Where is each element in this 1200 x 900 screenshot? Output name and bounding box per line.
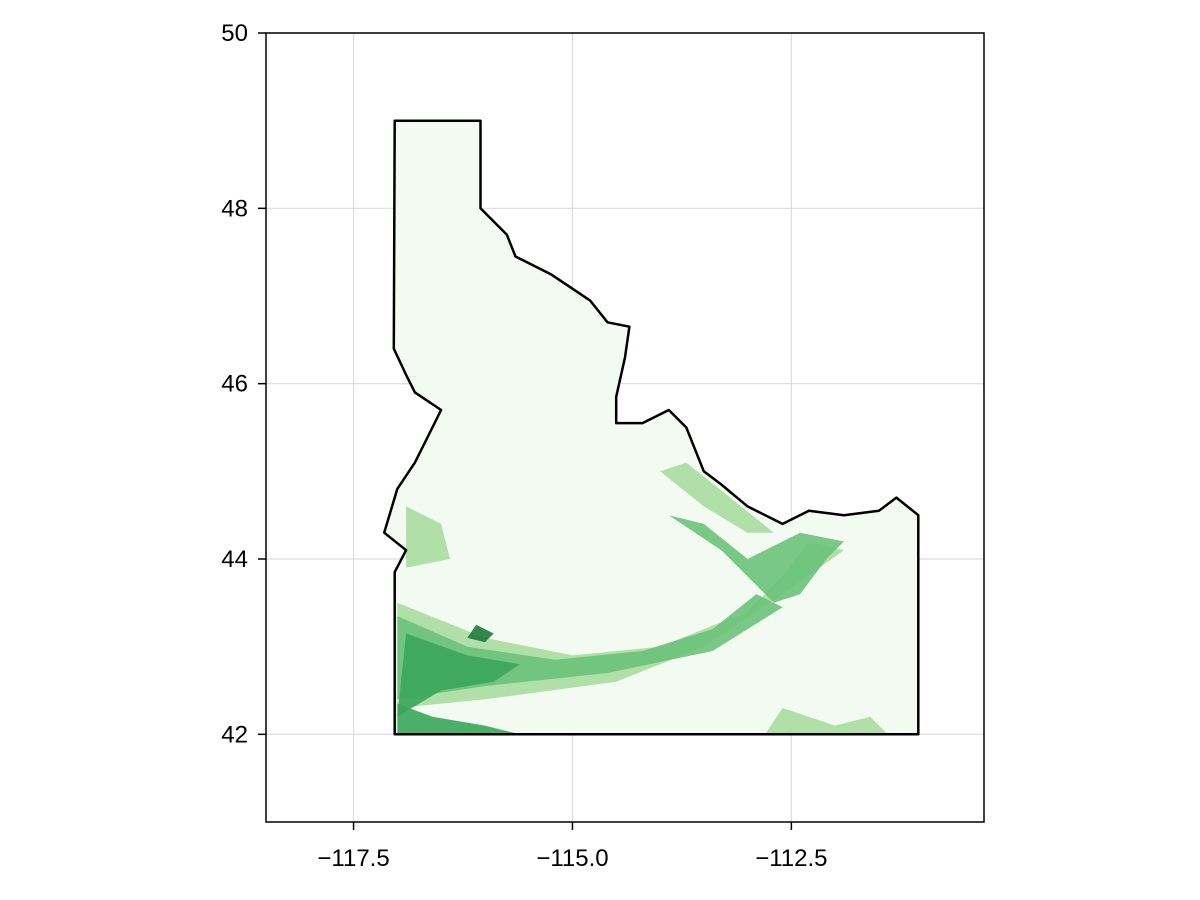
raster-layer <box>384 120 919 735</box>
density-zone-dark <box>397 703 520 735</box>
density-zone-light <box>406 506 450 568</box>
density-zone-light <box>660 462 774 533</box>
state-boundary <box>382 119 920 736</box>
y-tick-label: 44 <box>221 546 248 573</box>
density-zones <box>397 462 888 735</box>
density-zone-medium <box>668 515 844 603</box>
y-tick-label: 50 <box>221 20 248 47</box>
x-axis: −117.5 −115.0 −112.5 <box>317 822 828 872</box>
y-axis: 42 44 46 48 50 <box>221 20 266 748</box>
x-tick-label: −117.5 <box>317 845 389 872</box>
density-zone-dark <box>397 633 520 717</box>
plot-frame <box>265 32 985 823</box>
y-tick-label: 46 <box>221 371 248 398</box>
y-tick-label: 42 <box>221 721 248 748</box>
x-tick-label: −112.5 <box>755 845 827 872</box>
x-tick-label: −115.0 <box>536 845 608 872</box>
density-zone-light <box>765 708 888 735</box>
density-zone-darkest <box>467 624 494 643</box>
y-tick-label: 48 <box>221 195 248 222</box>
